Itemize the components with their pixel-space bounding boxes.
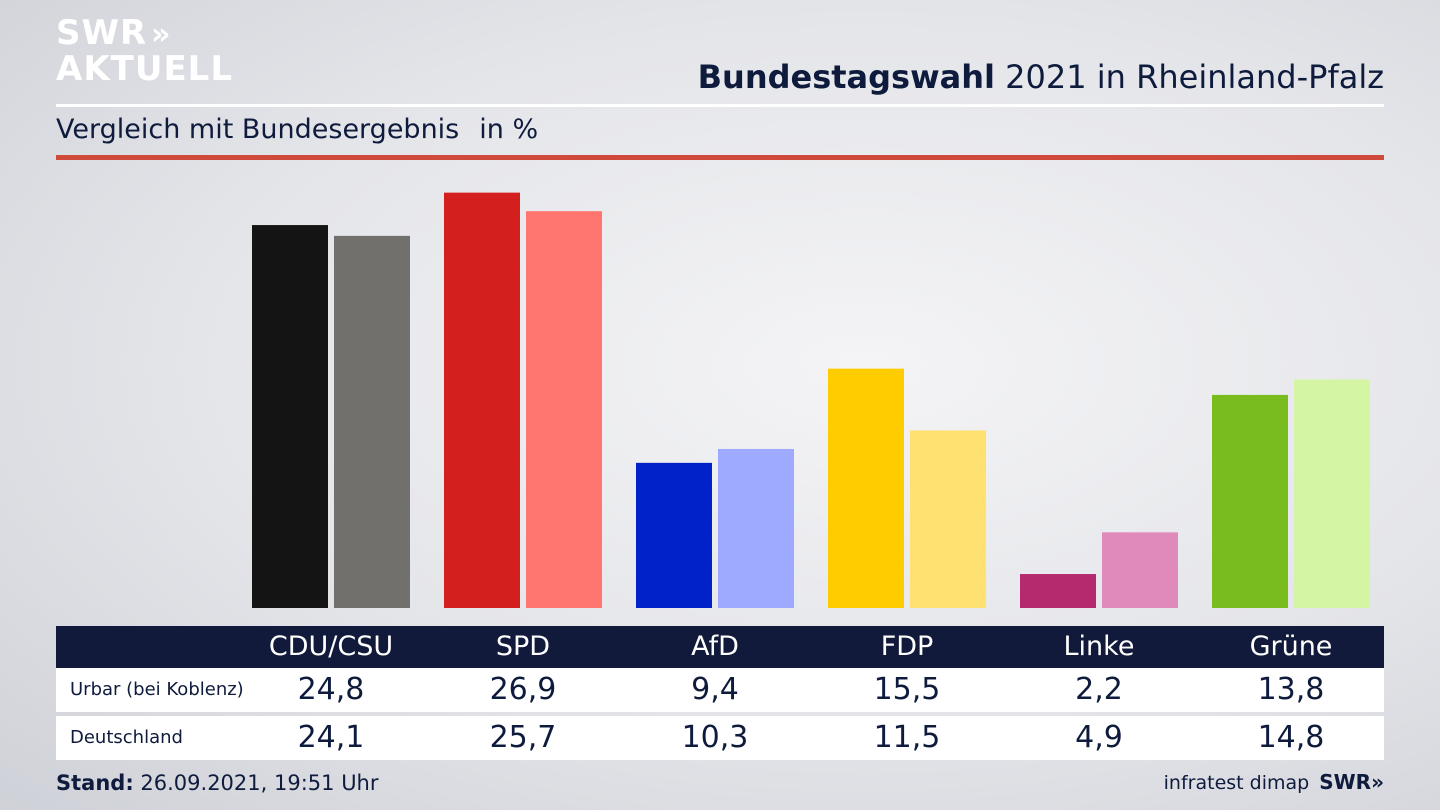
bar-spd-series-2 bbox=[526, 211, 602, 609]
table-header-row: CDU/CSU SPD AfD FDP Linke Grüne bbox=[56, 626, 1384, 668]
bar-fdp-series-1 bbox=[828, 368, 904, 608]
bar-afd-series-1 bbox=[636, 462, 712, 608]
accent-divider bbox=[56, 155, 1384, 160]
results-table: CDU/CSU SPD AfD FDP Linke Grüne Urbar (bei Ko… bbox=[56, 626, 1384, 760]
title-bold: Bundestagswahl bbox=[697, 58, 995, 96]
bar-fdp-series-2 bbox=[910, 430, 986, 608]
bar-linke-series-2 bbox=[1102, 532, 1178, 608]
logo-swr-text: SWR bbox=[56, 13, 148, 53]
stand-label: Stand: bbox=[56, 771, 134, 795]
subtitle-text: Vergleich mit Bundesergebnis bbox=[56, 114, 460, 145]
bar-gr-ne-series-1 bbox=[1212, 394, 1288, 608]
data-label-gr-ne-series-1: 13,8 bbox=[1257, 672, 1325, 707]
logo-aktuell-text: AKTUELL bbox=[56, 49, 234, 89]
data-label-afd-series-1: 9,4 bbox=[691, 672, 739, 707]
unit-label: in % bbox=[479, 114, 539, 145]
swr-aktuell-logo: SWR» AKTUELL bbox=[56, 16, 233, 86]
category-label-cdu-csu: CDU/CSU bbox=[268, 631, 394, 662]
data-label-spd-series-1: 26,9 bbox=[489, 672, 557, 707]
page-title: Bundestagswahl 2021 in Rheinland-Pfalz bbox=[698, 58, 1384, 96]
category-label-gr-ne: Grüne bbox=[1249, 631, 1333, 662]
bar-linke-series-1 bbox=[1020, 574, 1096, 608]
data-label-cdu-csu-series-2: 24,1 bbox=[297, 720, 365, 755]
header-divider bbox=[56, 104, 1384, 107]
stand-value: 26.09.2021, 19:51 Uhr bbox=[140, 771, 379, 795]
data-label-fdp-series-2: 11,5 bbox=[873, 720, 941, 755]
title-rest: 2021 in Rheinland-Pfalz bbox=[1005, 58, 1384, 96]
chart-subtitle: Vergleich mit Bundesergebnis in % bbox=[56, 114, 538, 145]
data-label-cdu-csu-series-1: 24,8 bbox=[297, 672, 365, 707]
bar-afd-series-2 bbox=[718, 448, 794, 608]
bar-cdu-csu-series-1 bbox=[252, 225, 328, 608]
bar-chart bbox=[252, 192, 1370, 609]
row-label-urbar: Urbar (bei Koblenz) bbox=[70, 679, 244, 700]
category-label-spd: SPD bbox=[495, 631, 551, 662]
source-credit: infratest dimap SWR» bbox=[1164, 770, 1384, 794]
data-label-linke-series-2: 4,9 bbox=[1075, 720, 1123, 755]
category-label-linke: Linke bbox=[1063, 631, 1135, 662]
data-label-linke-series-1: 2,2 bbox=[1075, 672, 1123, 707]
timestamp: Stand: 26.09.2021, 19:51 Uhr bbox=[56, 771, 379, 795]
category-label-afd: AfD bbox=[691, 631, 739, 662]
data-label-afd-series-2: 10,3 bbox=[681, 720, 749, 755]
swr-brand-logo: SWR» bbox=[1319, 770, 1384, 794]
bar-gr-ne-series-2 bbox=[1294, 379, 1370, 608]
row-label-deutschland: Deutschland bbox=[70, 727, 183, 748]
table-row-urbar: Urbar (bei Koblenz) 24,8 26,9 9,4 15,5 2,2 13… bbox=[56, 668, 1384, 712]
bar-cdu-csu-series-2 bbox=[334, 235, 410, 608]
category-label-fdp: FDP bbox=[880, 631, 934, 662]
source-text: infratest dimap bbox=[1163, 772, 1310, 794]
data-label-spd-series-2: 25,7 bbox=[489, 720, 557, 755]
bar-spd-series-1 bbox=[444, 192, 520, 608]
data-label-gr-ne-series-2: 14,8 bbox=[1257, 720, 1325, 755]
table-row-deutschland: Deutschland 24,1 25,7 10,3 11,5 4,9 14,8 bbox=[56, 716, 1384, 760]
data-label-fdp-series-1: 15,5 bbox=[873, 672, 941, 707]
